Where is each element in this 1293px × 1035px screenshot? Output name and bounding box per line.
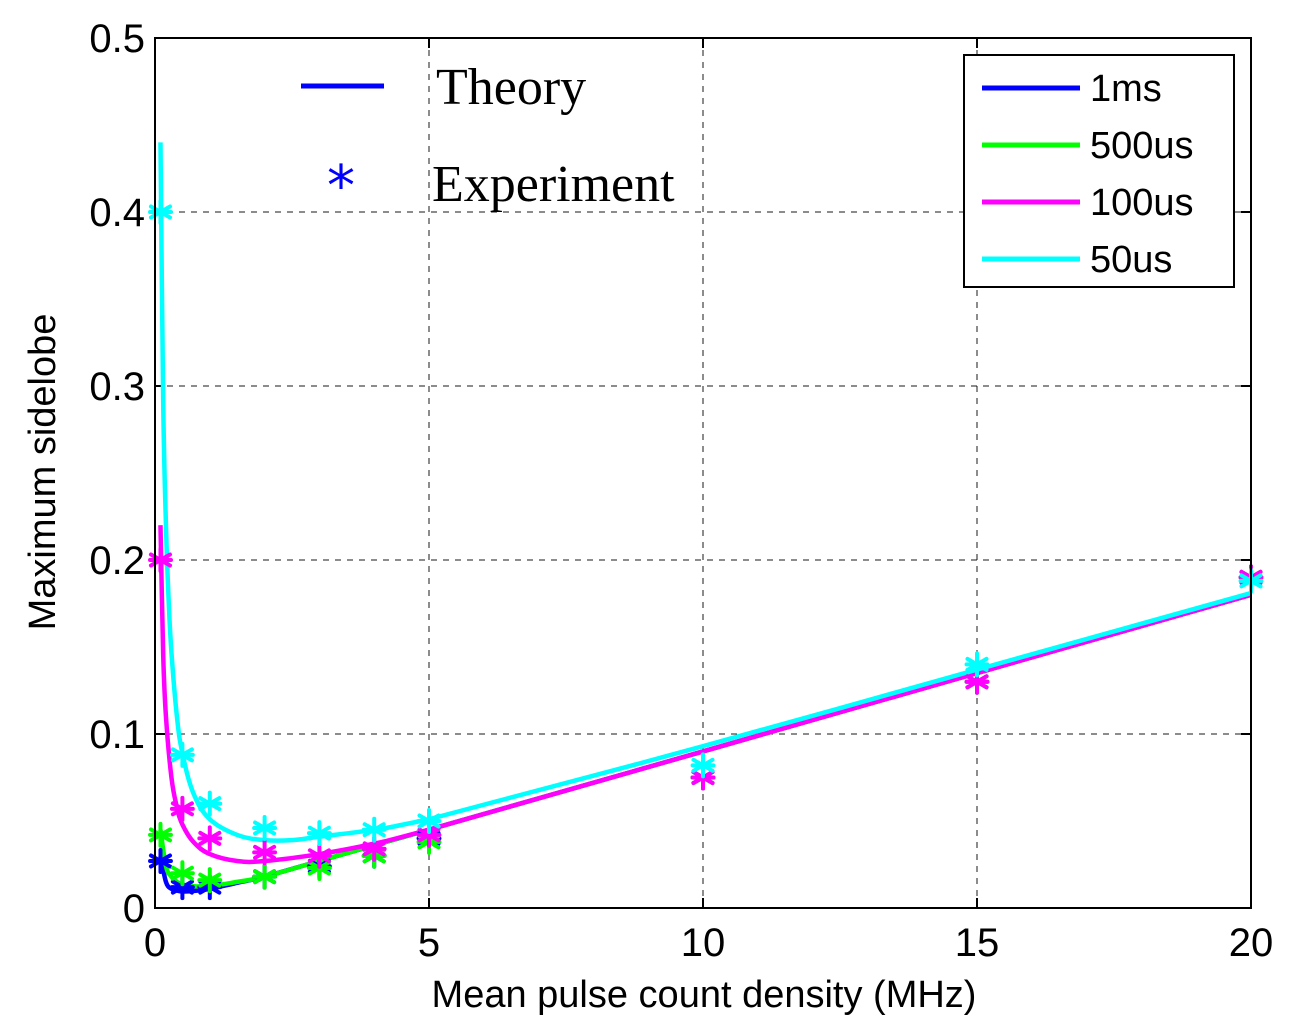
experiment-point-50us	[252, 814, 278, 841]
experiment-point-500us	[148, 821, 173, 848]
tick-label-layer: 0 5 10 15 20 0 0.1 0.2 0.3 0.4 0.5	[89, 17, 1273, 965]
y-tick-label: 0.2	[89, 539, 145, 583]
experiment-point-50us	[964, 651, 990, 678]
experiment-point-100us	[197, 825, 223, 852]
y-tick-label: 0.3	[89, 365, 145, 409]
y-tick-label: 0.1	[89, 713, 145, 757]
experiment-point-100us	[252, 839, 278, 866]
y-tick-label: 0.5	[89, 17, 145, 61]
experiment-point-50us	[169, 741, 195, 768]
experiment-point-500us	[197, 867, 223, 894]
experiment-point-500us	[169, 860, 195, 887]
x-axis-label: Mean pulse count density (MHz)	[432, 974, 977, 1016]
experiment-point-1ms	[169, 874, 195, 901]
experiment-point-100us	[306, 842, 332, 869]
x-tick-label: 20	[1229, 921, 1274, 965]
theory-line-50us	[158, 142, 1252, 843]
y-tick-label: 0	[123, 887, 145, 931]
experiment-sample-marker: *	[327, 154, 355, 219]
annotation-box: Theory * Experiment	[301, 59, 675, 219]
legend-frame	[963, 54, 1235, 288]
experiment-point-100us	[416, 821, 442, 848]
legend-label-1ms: 1ms	[1090, 68, 1162, 110]
x-tick-label: 10	[681, 921, 726, 965]
marker-layer	[148, 199, 1264, 901]
experiment-point-50us	[306, 820, 332, 847]
plot-frame	[154, 37, 1252, 909]
theory-label: Theory	[436, 59, 586, 116]
experiment-point-50us	[197, 790, 223, 817]
x-tick-label: 0	[144, 921, 166, 965]
legend: 1ms 500us 100us 50us	[963, 54, 1235, 288]
legend-label-500us: 500us	[1090, 125, 1194, 167]
x-tick-label: 5	[418, 921, 440, 965]
experiment-label: Experiment	[432, 156, 675, 213]
experiment-point-50us	[148, 199, 173, 225]
theory-line-100us	[158, 525, 1252, 865]
experiment-point-50us	[416, 808, 442, 834]
experiment-point-50us	[361, 816, 387, 843]
experiment-point-500us	[252, 863, 278, 890]
experiment-point-50us	[690, 752, 716, 779]
experiment-point-100us	[169, 795, 195, 822]
legend-label-50us: 50us	[1090, 239, 1172, 281]
y-tick-label: 0.4	[89, 191, 145, 235]
legend-items: 1ms 500us 100us 50us	[982, 68, 1194, 281]
x-tick-label: 15	[955, 921, 1000, 965]
legend-label-100us: 100us	[1090, 182, 1194, 224]
y-axis-label: Maximum sidelobe	[22, 314, 64, 631]
